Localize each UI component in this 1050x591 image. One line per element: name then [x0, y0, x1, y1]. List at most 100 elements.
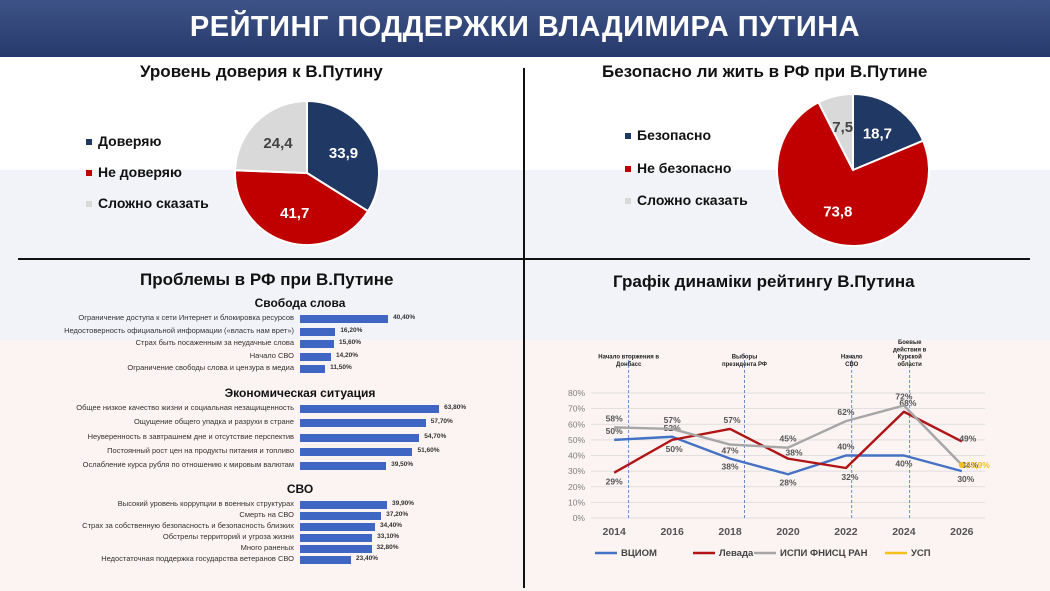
problem-bar — [300, 365, 326, 374]
y-tick-label: 40% — [568, 451, 585, 461]
problem-bar-row: Ограничение доступа к сети Интернет и бл… — [78, 313, 530, 324]
data-label: 38% — [722, 462, 739, 472]
legend-label: Не безопасно — [637, 160, 732, 176]
problem-bar-row: Высокий уровень коррупции в военных стру… — [118, 499, 530, 510]
problem-value-label: 63,80% — [444, 404, 467, 411]
event-label: Донбасс — [616, 361, 642, 368]
legend-label: Сложно сказать — [637, 192, 748, 208]
data-label: 40% — [837, 442, 854, 452]
x-tick-label: 2024 — [892, 526, 916, 538]
problem-value-label: 32,80% — [376, 543, 399, 551]
problem-value-label: 51,60% — [417, 446, 440, 454]
problem-value-label: 11,50% — [330, 364, 352, 372]
problem-bar-row: Начало СВО 14,20% — [250, 351, 530, 362]
problem-label: Начало СВО — [249, 350, 294, 360]
problem-bar — [300, 533, 373, 542]
problem-bar — [300, 544, 372, 553]
problem-bar — [300, 340, 334, 349]
problem-value-label: 54,70% — [424, 432, 447, 440]
x-tick-label: 2022 — [834, 526, 858, 538]
y-tick-label: 80% — [568, 388, 585, 398]
problem-label: Ослабление курса рубля по отношению к ми… — [82, 460, 294, 470]
problem-bar — [300, 462, 387, 471]
problem-bar-row: Ограничение свободы слова и цензура в ме… — [127, 363, 530, 374]
problem-label: Страх быть посаженным за неудачные слова — [135, 338, 294, 348]
x-tick-label: 2016 — [660, 526, 684, 538]
problem-bar-row: Ослабление курса рубля по отношению к ми… — [83, 460, 530, 471]
x-tick-label: 2014 — [602, 526, 626, 538]
legend-label: Не доверяю — [98, 164, 182, 180]
problem-bar — [300, 433, 420, 442]
legend-swatch — [86, 201, 92, 208]
event-label: Начало — [841, 355, 863, 361]
problem-label: Много раненых — [240, 542, 294, 552]
dynamics-line-chart: 0% 10% 20% 30% 40% 50% 60% 70% 80% 2014 2016 2018 20… — [568, 340, 990, 559]
page-title: РЕЙТИНГ ПОДДЕРЖКИ ВЛАДИМИРА ПУТИНА — [189, 11, 861, 43]
problem-value-label: 33,10% — [377, 532, 400, 540]
legend-label: Левада — [719, 548, 754, 559]
problem-value-label: 16,20% — [340, 326, 363, 334]
legend-label: УСП — [911, 548, 931, 559]
y-tick-label: 0% — [573, 513, 586, 523]
problem-value-label: 37,20% — [386, 510, 409, 518]
legend-swatch — [625, 166, 631, 173]
problem-label: Общее низкое качество жизни и социальная… — [76, 403, 294, 412]
problem-label: Неуверенность в завтрашнем дне и отсутст… — [87, 431, 294, 441]
problem-value-label: 39,90% — [391, 500, 415, 507]
problem-label: Ограничение доступа к сети Интернет и бл… — [78, 313, 294, 322]
trust-title: Уровень доверия к В.Путину — [140, 62, 383, 81]
data-label: 58% — [606, 413, 623, 423]
pie-value-label: 18,7 — [863, 125, 892, 142]
legend-label: ИСПИ ФНИСЦ РАН — [780, 548, 868, 559]
y-tick-label: 20% — [568, 482, 585, 492]
event-label: Боевые — [898, 340, 922, 346]
safety-legend-item: Не безопасно — [625, 160, 731, 176]
x-tick-label: 2020 — [776, 526, 800, 538]
data-label: 38% — [785, 448, 802, 458]
x-tick-label: 2018 — [718, 526, 742, 538]
problem-bar — [300, 419, 426, 428]
data-label: 57% — [724, 415, 741, 425]
event-label: президента РФ — [722, 362, 767, 368]
problem-bar — [300, 447, 413, 456]
problem-label: Обстрелы территорий и угроза жизни — [162, 531, 294, 541]
problem-bar — [300, 327, 336, 336]
pie-value-label: 24,4 — [263, 135, 293, 152]
data-label: 34% — [961, 460, 978, 470]
pie-value-label: 7,5 — [832, 119, 853, 136]
event-label: СВО — [845, 362, 859, 368]
legend-swatch — [86, 139, 92, 146]
dynamics-title: Графік динаміки рейтингу В.Путина — [613, 272, 915, 291]
pie-slice — [234, 169, 370, 246]
y-tick-label: 50% — [568, 435, 585, 445]
event-label: действия в — [893, 346, 927, 353]
legend-label: ВЦИОМ — [621, 548, 657, 559]
problem-value-label: 23,40% — [356, 554, 379, 562]
horizontal-divider — [18, 258, 1030, 260]
pie-slice — [817, 93, 854, 171]
problem-bar — [300, 352, 331, 361]
safety-pie-chart: 18,7 73,8 7,5 — [776, 93, 930, 247]
problem-value-label: 34,40% — [379, 521, 403, 529]
problem-label: Смерть на СВО — [239, 509, 294, 519]
problem-bar-row: Страх быть посаженным за неудачные слова… — [136, 338, 530, 349]
data-label: 49% — [959, 433, 976, 443]
legend-swatch — [625, 198, 631, 205]
problem-label: Постоянный рост цен на продукты питания … — [107, 445, 294, 455]
problem-bar-row: Постоянный рост цен на продукты питания … — [107, 446, 530, 457]
data-label: 45% — [779, 434, 796, 444]
vertical-divider — [523, 68, 525, 588]
problem-bar-row: Ощущение общего упадка и разруxи в стран… — [134, 417, 530, 428]
problem-value-label: 15,60% — [339, 339, 362, 347]
legend-label: Сложно сказать — [98, 195, 209, 211]
problems-group-title: СВО — [286, 482, 314, 496]
problem-value-label: 57,70% — [430, 418, 453, 426]
safety-title: Безопасно ли жить в РФ при В.Путине — [602, 62, 928, 81]
flag-red-stripe — [0, 340, 1050, 591]
y-tick-label: 10% — [568, 497, 585, 507]
legend-label: Доверяю — [98, 133, 162, 149]
pie-slice — [852, 93, 925, 172]
trust-legend-item: Не доверяю — [86, 164, 182, 180]
series-line — [614, 404, 963, 466]
pie-slice — [776, 100, 930, 247]
